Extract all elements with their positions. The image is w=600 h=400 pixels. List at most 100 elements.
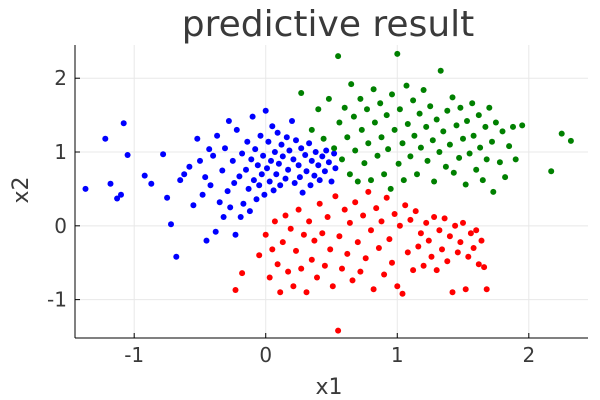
y-tick-label: -1 [47,288,67,312]
scatter-point [331,145,338,152]
scatter-point [457,104,464,111]
scatter-point [436,149,443,155]
scatter-point [370,86,377,93]
scatter-point [321,168,328,175]
x-tick-label: 0 [259,343,272,367]
scatter-point [444,107,451,114]
x-tick-label: 2 [522,343,535,367]
scatter-point [269,123,276,130]
scatter-point [225,118,232,124]
x-tick-label: 1 [391,343,404,367]
scatter-point [214,132,221,139]
x-tick-label: -1 [124,343,144,367]
scatter-point [316,177,323,184]
y-tick-label: 0 [54,214,67,238]
scatter-point [319,230,326,237]
scatter-point [454,249,461,256]
scatter-point [279,239,286,246]
scatter-point [327,246,334,253]
scatter-point [427,103,434,110]
scatter-point [357,95,364,102]
scatter-point [261,191,268,198]
scatter-point [404,121,411,127]
scatter-point [277,182,284,189]
scatter-point [219,167,226,174]
scatter-point [352,147,359,154]
scatter-point [273,171,280,178]
scatter-point [391,126,398,133]
scatter-point [423,123,430,130]
scatter-point [232,287,239,293]
scatter-point [282,175,289,182]
scatter-point [446,141,453,148]
scatter-point [400,177,407,184]
scatter-point [277,289,284,296]
scatter-point [437,67,444,74]
scatter-point [335,53,342,60]
scatter-point [496,159,503,166]
scatter-point [177,177,184,184]
chart-title: predictive result [182,4,475,45]
scatter-point [233,126,240,133]
scatter-point [321,262,328,269]
scatter-point [473,166,480,173]
scatter-point [336,119,343,126]
scatter-point [462,181,469,188]
scatter-point [449,94,456,101]
scatter-point [433,116,440,123]
scatter-point [168,221,174,228]
scatter-point [440,128,447,135]
scatter-point [465,253,472,260]
scatter-point [361,160,368,167]
scatter-point [375,245,382,251]
scatter-point [446,233,453,240]
grid-lines [75,45,588,338]
scatter-point [296,174,303,181]
scatter-point [240,200,247,207]
scatter-point [341,206,348,213]
scatter-point [473,227,480,234]
scatter-point [431,214,438,220]
scatter-point [389,259,395,266]
scatter-point [212,228,219,235]
scatter-point [457,239,464,246]
scatter-point [332,165,339,172]
scatter-point [250,177,257,184]
scatter-point [298,90,305,96]
scatter-point [222,145,228,152]
scatter-point [323,147,330,154]
scatter-point [325,159,332,166]
scatter-point [357,268,364,275]
scatter-point [381,171,388,178]
scatter-point [270,187,277,194]
scatter-point [107,180,114,187]
scatter-point [311,237,318,244]
scatter-point [141,172,148,179]
scatter-point [199,191,206,198]
data-points [82,50,574,334]
scatter-point [316,200,323,207]
scatter-point [302,152,309,158]
scatter-point [499,128,506,135]
tick-labels: -1 0 1 2 -1 0 1 2 [47,66,535,367]
scatter-point [275,160,282,167]
scatter-point [350,113,357,120]
scatter-point [339,265,345,272]
scatter-point [439,246,445,253]
scatter-point [274,261,281,268]
scatter-point [415,243,422,250]
scatter-point [285,166,292,173]
scatter-point [444,258,451,265]
scatter-point [378,134,385,141]
scatter-point [291,180,298,186]
scatter-point [298,265,305,272]
scatter-point [308,126,315,133]
scatter-point [362,255,369,262]
scatter-point [124,152,131,158]
scatter-point [420,262,427,269]
scatter-point [360,212,367,219]
scatter-point [227,204,234,211]
scatter-point [394,283,401,290]
scatter-point [354,239,361,246]
scatter-point [293,247,299,254]
